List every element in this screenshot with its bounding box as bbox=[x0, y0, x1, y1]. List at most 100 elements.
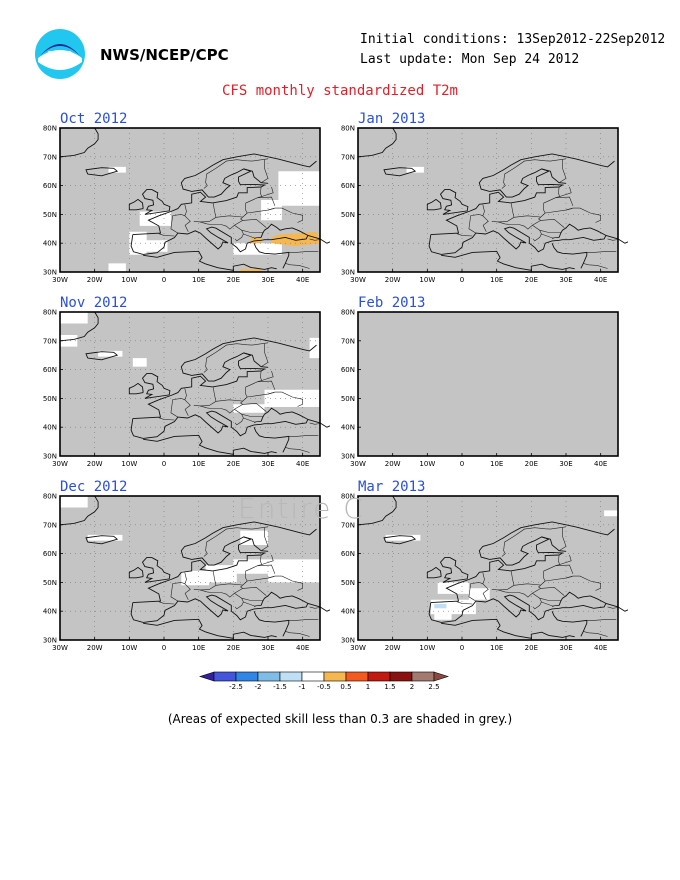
country-border bbox=[309, 238, 321, 241]
map-panel: Dec 2012 80N 70N 60N 50N 40N 30N 30W 20W 10W 0 10E 2… bbox=[30, 479, 330, 656]
lon-tick-label: 0 bbox=[162, 644, 166, 652]
country-border bbox=[309, 606, 321, 609]
lat-tick-label: 80N bbox=[341, 309, 355, 317]
country-border bbox=[539, 597, 562, 601]
coastline bbox=[441, 618, 575, 639]
anomaly-region bbox=[108, 263, 126, 272]
country-border bbox=[200, 203, 248, 230]
country-border bbox=[513, 215, 541, 218]
lon-tick-label: 10W bbox=[121, 460, 137, 468]
lon-tick-label: 30E bbox=[261, 460, 274, 468]
coastline bbox=[551, 243, 588, 269]
country-border bbox=[253, 605, 262, 608]
anomaly-region bbox=[240, 530, 268, 545]
country-border bbox=[583, 263, 608, 269]
lon-tick-label: 30E bbox=[261, 276, 274, 284]
country-border bbox=[501, 159, 546, 189]
legend-swatch bbox=[323, 671, 347, 682]
lat-tick-label: 80N bbox=[341, 493, 355, 501]
country-border bbox=[261, 186, 274, 197]
last-update: Last update: Mon Sep 24 2012 bbox=[360, 52, 580, 67]
lon-tick-label: 10E bbox=[192, 644, 205, 652]
legend-label: -1 bbox=[299, 683, 306, 691]
country-border bbox=[565, 576, 573, 579]
legend-swatch bbox=[257, 671, 281, 682]
country-border bbox=[241, 229, 264, 233]
country-border bbox=[247, 526, 269, 530]
lat-tick-label: 40N bbox=[43, 608, 57, 616]
color-legend: -2.5 -2 -1.5 -1 -0.5 0.5 1 1.5 2 2.5 bbox=[198, 668, 488, 702]
country-border bbox=[184, 388, 187, 400]
panel-title: Mar 2013 bbox=[358, 479, 426, 495]
lon-tick-label: 0 bbox=[460, 644, 464, 652]
country-border bbox=[267, 392, 275, 395]
lat-tick-label: 30N bbox=[43, 269, 57, 277]
country-border bbox=[498, 571, 546, 598]
lat-tick-label: 30N bbox=[43, 637, 57, 645]
lon-tick-label: 30E bbox=[559, 644, 572, 652]
lat-tick-label: 70N bbox=[43, 153, 57, 161]
country-border bbox=[215, 215, 243, 218]
lat-tick-label: 40N bbox=[341, 424, 355, 432]
lat-tick-label: 80N bbox=[43, 309, 57, 317]
legend-arrow-left bbox=[199, 671, 215, 682]
country-border bbox=[491, 571, 515, 591]
coastline bbox=[253, 611, 290, 637]
anomaly-region bbox=[60, 496, 88, 508]
lat-tick-label: 40N bbox=[341, 608, 355, 616]
lon-tick-label: 20E bbox=[525, 460, 538, 468]
anomaly-region bbox=[233, 404, 265, 413]
panel-title: Dec 2012 bbox=[60, 479, 128, 495]
country-border bbox=[193, 387, 217, 407]
coastline bbox=[59, 127, 99, 158]
anomaly-region bbox=[264, 389, 324, 407]
lat-tick-label: 30N bbox=[341, 637, 355, 645]
panel-title: Nov 2012 bbox=[60, 295, 128, 311]
lat-tick-label: 50N bbox=[43, 395, 57, 403]
legend-swatch bbox=[367, 671, 391, 682]
country-border bbox=[586, 619, 617, 621]
coastline bbox=[253, 427, 290, 453]
lon-tick-label: 0 bbox=[162, 276, 166, 284]
map-frame bbox=[59, 311, 321, 457]
lon-tick-label: 20E bbox=[525, 644, 538, 652]
country-border bbox=[260, 527, 269, 551]
country-border bbox=[468, 582, 489, 602]
lat-tick-label: 70N bbox=[341, 521, 355, 529]
coastline bbox=[243, 352, 269, 368]
anomaly-region bbox=[205, 565, 237, 583]
country-border bbox=[257, 196, 276, 206]
legend-label: -1.5 bbox=[273, 683, 287, 691]
country-border bbox=[170, 398, 191, 418]
country-border bbox=[586, 251, 617, 253]
map-background bbox=[358, 496, 618, 640]
country-border bbox=[545, 526, 567, 530]
country-border bbox=[245, 370, 263, 388]
legend-arrow-right bbox=[433, 671, 449, 682]
country-border bbox=[607, 606, 619, 609]
lon-tick-label: 30W bbox=[350, 276, 366, 284]
country-border bbox=[247, 158, 269, 162]
country-border bbox=[267, 208, 275, 211]
map-panel: Jan 2013 80N 70N 60N 50N 40N 30N 30W 20W 10W 0 10E 2… bbox=[328, 111, 628, 288]
lon-tick-label: 20W bbox=[385, 644, 401, 652]
country-border bbox=[540, 218, 565, 228]
country-border bbox=[288, 619, 319, 621]
legend-label: -0.5 bbox=[317, 683, 331, 691]
coastline bbox=[428, 223, 607, 255]
anomaly-region bbox=[132, 358, 147, 367]
legend-label: -2 bbox=[255, 683, 262, 691]
panel-title: Oct 2012 bbox=[60, 111, 128, 127]
lat-tick-label: 60N bbox=[43, 366, 57, 374]
lon-tick-label: 30W bbox=[52, 460, 68, 468]
coastline bbox=[428, 591, 607, 623]
country-border bbox=[491, 203, 515, 223]
lon-tick-label: 30E bbox=[261, 644, 274, 652]
anomaly-region bbox=[60, 335, 78, 347]
anomaly-region bbox=[139, 211, 171, 226]
country-border bbox=[260, 159, 269, 183]
country-border bbox=[288, 435, 319, 437]
country-border bbox=[257, 380, 276, 390]
country-border bbox=[193, 571, 217, 591]
coastline bbox=[383, 535, 417, 545]
